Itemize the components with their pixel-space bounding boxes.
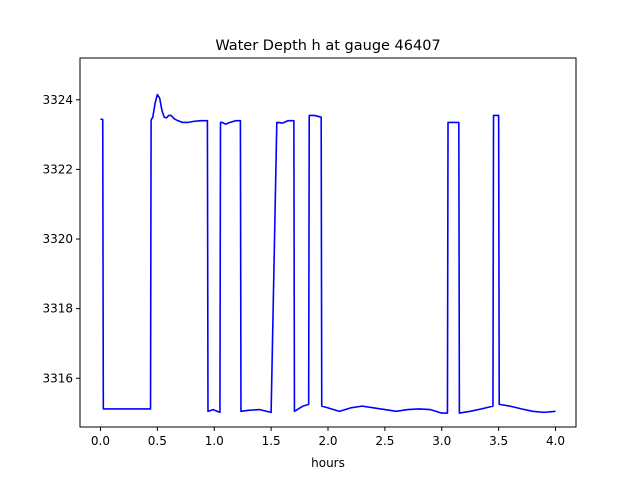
y-tick-label: 3316 bbox=[42, 371, 73, 385]
x-axis: 0.0 0.5 1.0 1.5 2.0 2.5 3.0 3.5 4.0 bbox=[91, 427, 565, 448]
series-line-0 bbox=[100, 93, 556, 414]
x-axis-label: hours bbox=[311, 456, 345, 470]
chart-title: Water Depth h at gauge 46407 bbox=[215, 38, 440, 54]
x-tick-label: 3.0 bbox=[432, 434, 451, 448]
axes-frame bbox=[79, 57, 577, 428]
x-tick-label: 0.5 bbox=[148, 434, 167, 448]
x-tick-label: 0.0 bbox=[91, 434, 110, 448]
x-tick-label: 4.0 bbox=[546, 434, 565, 448]
x-tick-label: 1.5 bbox=[262, 434, 281, 448]
y-tick-label: 3318 bbox=[42, 302, 73, 316]
x-tick-label: 2.5 bbox=[375, 434, 394, 448]
plot-area bbox=[100, 93, 556, 414]
y-axis: 3316 3318 3320 3322 3324 bbox=[42, 93, 80, 385]
y-tick-label: 3322 bbox=[42, 162, 73, 176]
x-tick-label: 3.5 bbox=[489, 434, 508, 448]
y-tick-label: 3320 bbox=[42, 232, 73, 246]
x-tick-label: 1.0 bbox=[205, 434, 224, 448]
x-tick-label: 2.0 bbox=[318, 434, 337, 448]
y-tick-label: 3324 bbox=[42, 93, 73, 107]
